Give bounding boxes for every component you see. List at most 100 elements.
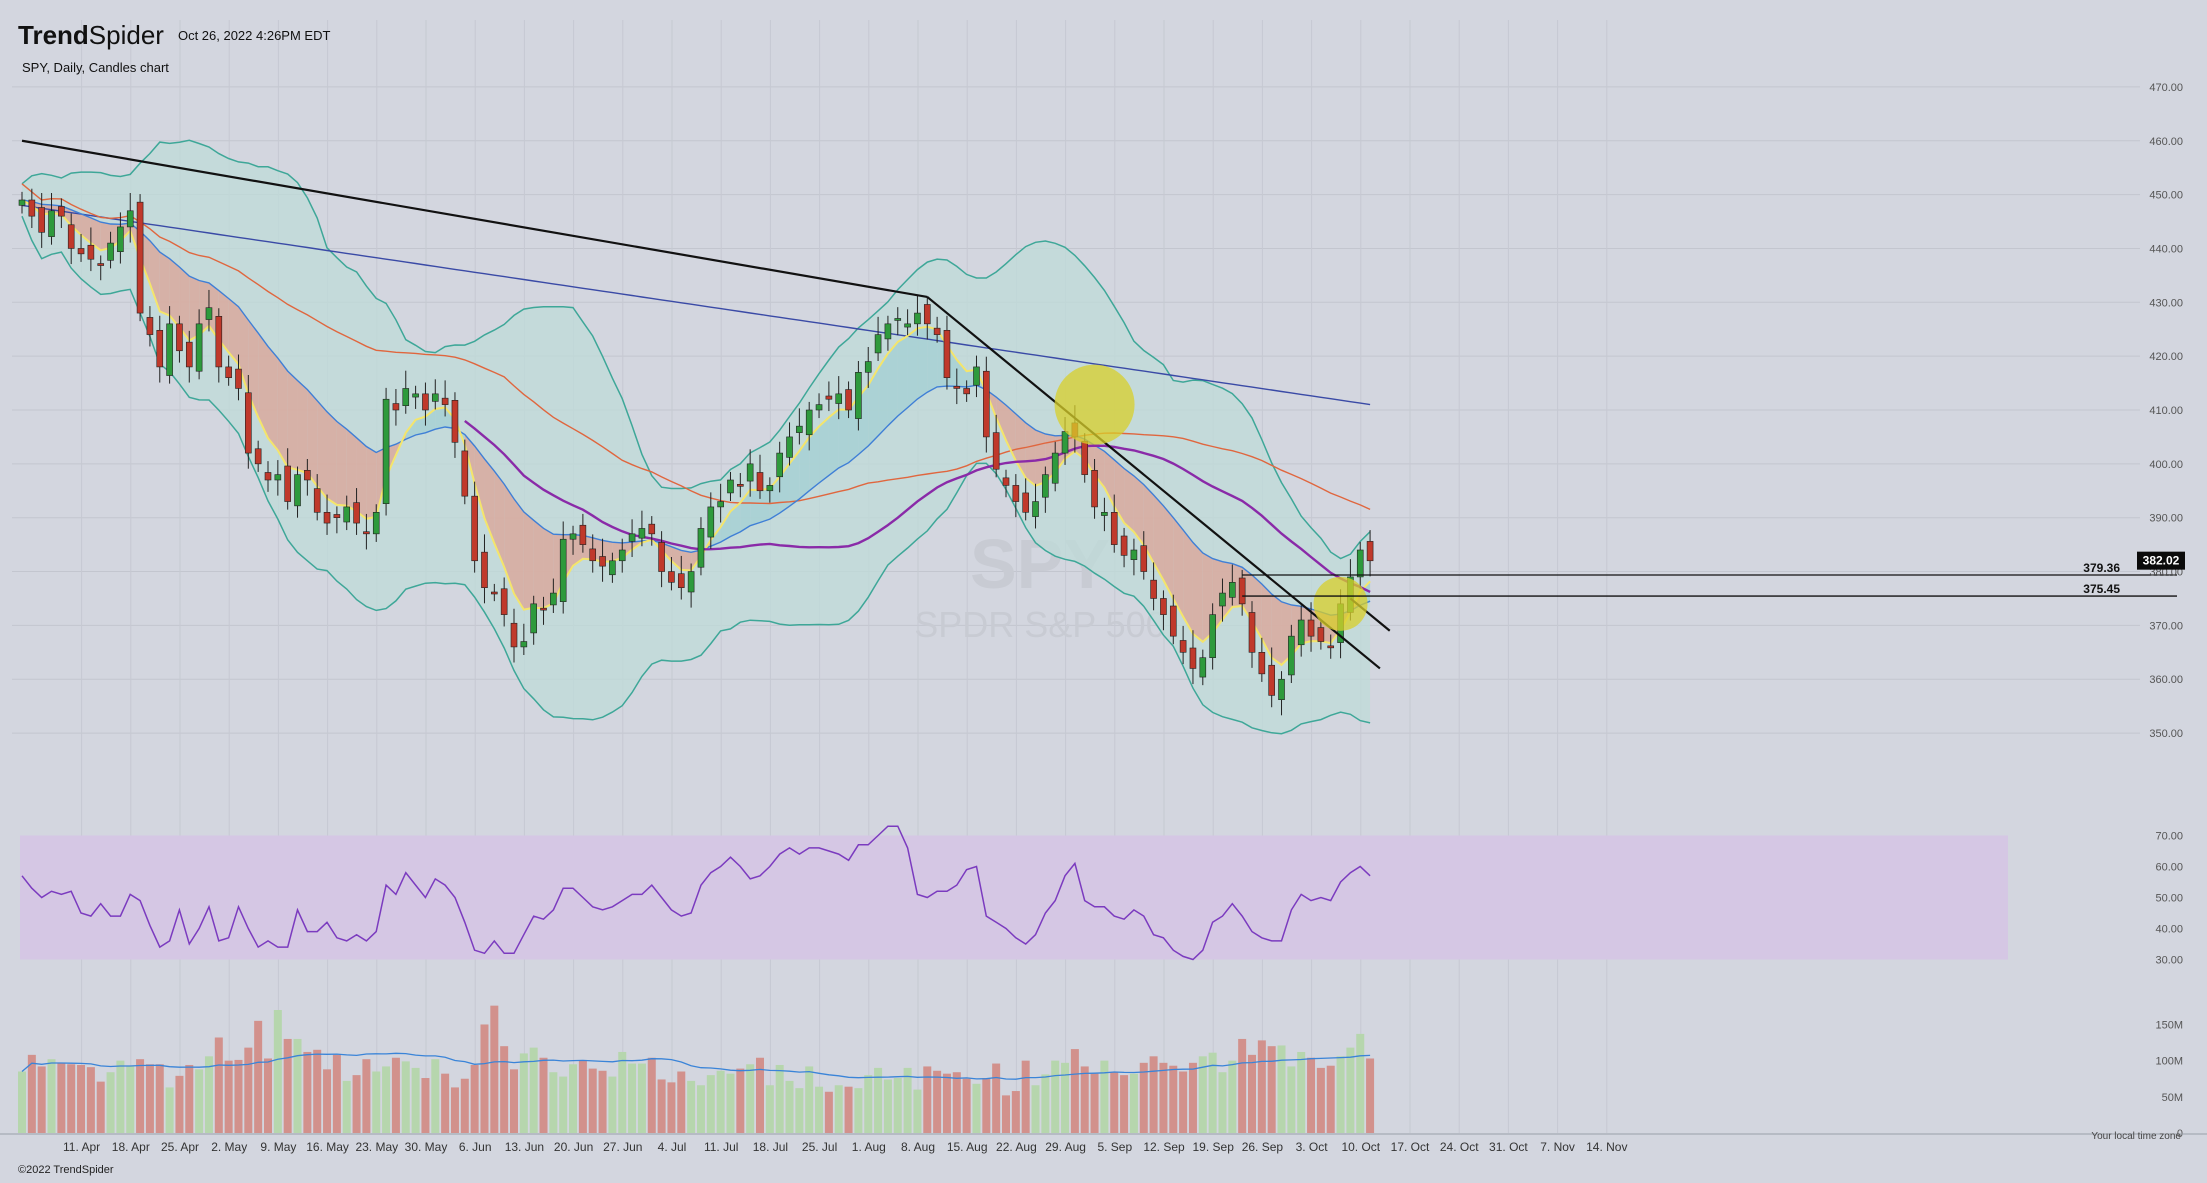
rsi-tick-label: 40.00	[2155, 924, 2183, 936]
candle-body	[983, 370, 990, 438]
x-tick-label: 25. Apr	[161, 1140, 199, 1154]
ema-ribbon-segment	[169, 258, 180, 328]
volume-bar	[657, 1079, 666, 1133]
volume-bar	[696, 1085, 705, 1133]
candle-body	[412, 393, 419, 398]
ema-ribbon-segment	[71, 209, 82, 236]
candle-body	[1209, 614, 1216, 658]
x-tick-label: 22. Aug	[996, 1140, 1037, 1154]
volume-bar	[421, 1078, 430, 1133]
volume-bar	[844, 1086, 853, 1133]
volume-bar	[854, 1088, 863, 1133]
candle-body	[1061, 431, 1069, 454]
volume-bar	[401, 1061, 410, 1133]
volume-bar	[145, 1064, 154, 1133]
candle-body	[451, 400, 459, 443]
ema-ribbon-segment	[789, 451, 800, 507]
volume-bar	[204, 1056, 213, 1133]
last-price-badge	[2137, 551, 2185, 570]
volume-bar	[883, 1079, 892, 1133]
volume-bar	[893, 1078, 902, 1133]
volume-bar	[952, 1072, 961, 1133]
rsi-tick-label: 70.00	[2155, 831, 2183, 843]
ema-ribbon-segment	[809, 426, 820, 491]
volume-bar	[47, 1059, 56, 1133]
candle-body	[1278, 678, 1285, 700]
ema-ribbon-segment	[897, 335, 908, 416]
ema-ribbon-segment	[307, 389, 318, 487]
volume-bar	[1159, 1062, 1168, 1133]
candle-body	[1297, 619, 1305, 646]
highlight-circle-sep	[1054, 364, 1135, 445]
candle-body	[313, 488, 321, 513]
volume-bar	[57, 1062, 66, 1133]
candle-body	[914, 312, 921, 325]
ema-ribbon-segment	[268, 346, 278, 451]
price-tick-label: 410.00	[2149, 405, 2183, 417]
x-tick-label: 19. Sep	[1193, 1140, 1235, 1154]
volume-bar	[1366, 1058, 1375, 1133]
x-tick-label: 15. Aug	[947, 1140, 988, 1154]
candle-body	[107, 242, 114, 261]
candle-body	[737, 484, 744, 487]
candle-body	[796, 425, 803, 433]
candle-body	[845, 389, 852, 411]
candle-body	[717, 501, 724, 508]
candle-body	[1258, 652, 1266, 675]
ema-ribbon-segment	[149, 240, 160, 312]
candle-body	[1022, 492, 1029, 513]
candles-layer	[18, 188, 1374, 716]
x-tick-label: 27. Jun	[603, 1140, 642, 1154]
volume-bar	[785, 1080, 794, 1133]
volume-bar	[1051, 1060, 1060, 1133]
candle-body	[235, 368, 242, 389]
candle-body	[835, 393, 843, 404]
ema-ribbon-segment	[799, 437, 810, 499]
volume-bar	[500, 1046, 509, 1133]
volume-bar	[1287, 1066, 1296, 1133]
candle-body	[963, 388, 970, 395]
candle-body	[245, 392, 252, 454]
candle-body	[166, 323, 173, 376]
volume-bar	[1120, 1075, 1129, 1133]
volume-bar	[441, 1073, 450, 1133]
candle-body	[363, 531, 370, 535]
volume-ma-line	[21, 1052, 1371, 1080]
x-tick-label: 9. May	[260, 1140, 296, 1154]
candle-body	[638, 528, 646, 539]
ema-ribbon-segment	[346, 429, 357, 512]
volume-bar	[962, 1078, 971, 1133]
rsi-tick-label: 30.00	[2155, 955, 2183, 967]
x-tick-label: 18. Apr	[112, 1140, 150, 1154]
volume-bar	[923, 1066, 932, 1133]
x-tick-label: 5. Sep	[1097, 1140, 1132, 1154]
x-tick-label: 18. Jul	[753, 1140, 788, 1154]
candle-body	[648, 523, 656, 535]
candle-body	[933, 327, 941, 335]
ema-ribbon-segment	[336, 421, 347, 506]
trendspider-logo[interactable]: TrendSpider	[18, 20, 164, 51]
candle-body	[540, 607, 547, 611]
ema-ribbon-segment	[1192, 542, 1203, 642]
anchored-vwap-line	[464, 419, 1371, 593]
x-tick-label: 11. Apr	[63, 1140, 100, 1154]
volume-bar	[1129, 1073, 1138, 1133]
x-tick-label: 13. Jun	[505, 1140, 544, 1154]
x-tick-label: 30. May	[405, 1140, 448, 1154]
price-tick-label: 400.00	[2149, 459, 2183, 471]
highlight-circle-oct	[1313, 576, 1368, 631]
candle-body	[97, 263, 105, 266]
volume-bar	[736, 1068, 745, 1133]
volume-bar	[1198, 1056, 1207, 1133]
volume-bar	[1031, 1085, 1040, 1133]
volume-bar	[116, 1060, 125, 1133]
candle-body	[1268, 664, 1275, 696]
candle-body	[58, 206, 65, 217]
candle-body	[894, 318, 902, 321]
candle-body	[28, 199, 36, 217]
volume-bar	[864, 1075, 873, 1133]
ema-ribbon-segment	[1163, 505, 1174, 599]
candle-body	[776, 452, 783, 478]
candle-body	[1317, 627, 1325, 642]
